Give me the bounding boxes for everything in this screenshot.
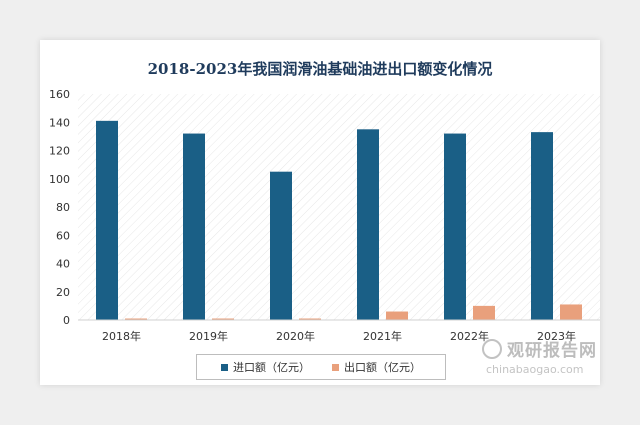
legend-label-export: 出口额（亿元） [344,361,421,374]
x-tick-label: 2023年 [537,329,576,343]
chart-title: 2018-2023年我国润滑油基础油进出口额变化情况 [147,60,493,78]
bar-export [473,305,495,320]
bar-export [560,304,582,320]
bar-export [299,318,321,320]
y-tick-label: 160 [49,88,70,101]
legend-item-import: 进口额（亿元） [221,359,310,375]
y-tick-label: 40 [56,258,70,271]
bar-import [183,133,205,320]
y-tick-label: 0 [63,314,70,327]
legend-label-import: 进口额（亿元） [233,361,310,374]
legend-swatch-import [221,363,228,371]
bar-import [531,132,553,320]
x-tick-label: 2020年 [276,329,315,343]
y-axis-labels: 0 20 40 60 80 100 120 140 160 [49,88,70,327]
bar-export [212,318,234,320]
watermark-brand: 观研报告网 [507,341,597,361]
y-tick-label: 80 [56,201,70,214]
x-axis-labels: 2018年 2019年 2020年 2021年 2022年 2023年 [102,329,576,343]
y-tick-label: 60 [56,229,70,242]
y-tick-label: 20 [56,286,70,299]
bar-export [125,318,147,320]
x-tick-label: 2021年 [363,329,402,343]
watermark-logo-icon [482,338,502,359]
bar-import [270,171,292,320]
y-tick-label: 100 [49,173,70,186]
legend: 进口额（亿元） 出口额（亿元） [196,354,446,380]
x-tick-label: 2019年 [189,329,228,343]
watermark-logo: 观研报告网 [482,336,602,361]
x-tick-label: 2022年 [450,329,489,343]
bar-export [386,311,408,320]
legend-swatch-export [332,363,339,371]
y-tick-label: 140 [49,116,70,129]
watermark-url: chinabaogao.com [486,363,584,376]
bar-import [357,129,379,320]
y-tick-label: 120 [49,145,70,158]
bar-import [444,133,466,320]
plot-area-hatch [78,94,600,320]
legend-item-export: 出口额（亿元） [332,359,421,375]
watermark: 观研报告网 chinabaogao.com [482,336,602,376]
x-tick-label: 2018年 [102,329,141,343]
bars [96,120,582,321]
bar-import [96,120,118,321]
